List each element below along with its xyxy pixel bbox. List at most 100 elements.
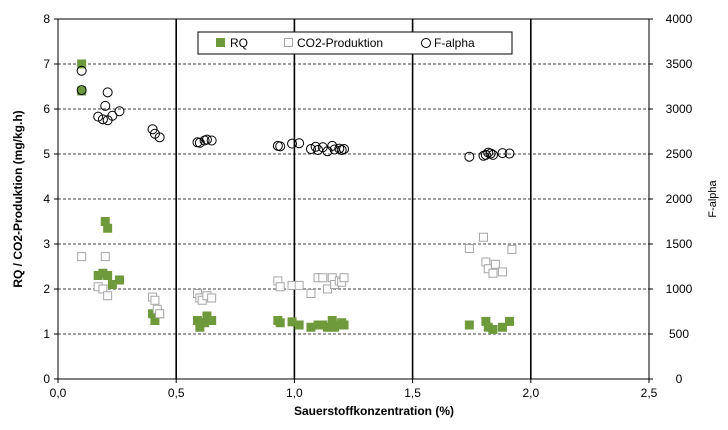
point-rq	[339, 320, 349, 330]
point-rq	[483, 322, 493, 332]
y-tick-label: 4	[43, 192, 50, 206]
point-rq	[294, 320, 304, 330]
point-rq	[306, 322, 316, 332]
left-y-axis-ticks: 0 1 2 3 4 5 6 7 8	[43, 12, 58, 386]
point-rq	[192, 316, 202, 325]
point-co2-produktion	[150, 295, 160, 305]
point-f-alpha	[313, 144, 324, 155]
y-tick-label: 5	[43, 147, 50, 161]
legend: RQ CO2-Produktion F-alpha	[197, 31, 513, 55]
point-rq	[322, 322, 332, 332]
point-f-alpha	[294, 138, 305, 149]
point-rq	[114, 275, 124, 285]
point-co2-produktion	[294, 280, 304, 290]
point-rq	[275, 318, 285, 328]
legend-label-rq: RQ	[230, 36, 248, 50]
point-f-alpha	[464, 151, 475, 162]
point-co2-produktion	[103, 291, 113, 301]
point-f-alpha	[107, 110, 118, 121]
y2-tick-label: 1000	[666, 282, 693, 296]
point-f-alpha	[194, 137, 205, 148]
x-axis-title: Sauerstoffkonzentration (%)	[294, 404, 454, 418]
point-co2-produktion	[207, 293, 217, 303]
point-f-alpha	[487, 149, 498, 160]
y-axis-title: RQ / CO2-Produktion (mg/kg.h)	[11, 110, 25, 287]
y2-tick-label: 3000	[666, 102, 693, 116]
legend-marker-falpha	[421, 38, 431, 48]
y2-tick-label: 2000	[666, 192, 693, 206]
point-f-alpha	[305, 144, 316, 155]
point-rq	[195, 322, 205, 332]
y2-tick-label: 4000	[666, 12, 693, 26]
point-co2-produktion	[306, 289, 316, 298]
point-f-alpha	[201, 134, 212, 145]
y2-tick-label: 3500	[666, 57, 693, 71]
y-tick-label: 3	[43, 237, 50, 251]
point-f-alpha	[287, 138, 298, 149]
point-f-alpha	[97, 114, 108, 125]
gridlines	[58, 63, 649, 335]
point-f-alpha	[504, 148, 515, 159]
legend-marker-co2	[284, 38, 293, 47]
point-rq	[481, 316, 491, 326]
point-f-alpha	[76, 65, 87, 76]
point-co2-produktion	[100, 252, 110, 262]
point-co2-produktion	[488, 268, 498, 278]
point-rq	[505, 316, 515, 326]
point-co2-produktion	[464, 244, 474, 253]
point-rq	[103, 223, 113, 233]
point-co2-produktion	[507, 244, 517, 254]
point-rq	[100, 217, 110, 226]
x-tick-label: 2,0	[522, 386, 539, 400]
point-rq	[287, 317, 297, 327]
point-f-alpha	[102, 87, 113, 98]
point-rq	[464, 320, 474, 330]
y-tick-label: 6	[43, 102, 50, 116]
y2-axis-title: F-alpha	[707, 179, 719, 217]
point-f-alpha	[310, 141, 321, 152]
x-tick-label: 0,5	[168, 386, 185, 400]
point-rq	[318, 320, 328, 330]
point-rq	[150, 316, 160, 325]
point-co2-produktion	[98, 284, 108, 294]
y-tick-label: 8	[43, 12, 50, 26]
y-tick-label: 7	[43, 57, 50, 71]
point-rq	[202, 311, 212, 321]
point-rq	[330, 322, 340, 332]
point-rq	[103, 271, 113, 280]
point-co2-produktion	[275, 282, 285, 292]
point-co2-produktion	[490, 259, 500, 269]
y2-tick-label: 2500	[666, 147, 693, 161]
point-rq	[327, 316, 337, 325]
point-f-alpha	[154, 132, 165, 143]
x-tick-label: 1,5	[404, 386, 421, 400]
point-co2-produktion	[155, 309, 165, 319]
y-tick-label: 1	[43, 327, 50, 341]
point-rq	[77, 59, 87, 69]
x-tick-label: 1,0	[286, 386, 303, 400]
point-rq	[93, 271, 103, 280]
point-co2-produktion	[497, 267, 507, 277]
point-f-alpha	[76, 85, 87, 96]
point-rq	[148, 309, 158, 319]
point-f-alpha	[497, 148, 508, 159]
point-f-alpha	[334, 143, 345, 154]
right-y-axis-ticks: 0 500 1000 1500 2000 2500 3000 3500 4000	[649, 12, 693, 386]
point-rq	[77, 86, 87, 96]
point-f-alpha	[339, 144, 350, 155]
point-co2-produktion	[479, 232, 489, 242]
point-rq	[98, 268, 108, 278]
point-f-alpha	[275, 141, 286, 152]
point-f-alpha	[206, 135, 217, 146]
point-co2-produktion	[318, 273, 328, 283]
point-f-alpha	[114, 106, 125, 117]
point-co2-produktion	[77, 252, 87, 262]
point-rq	[107, 280, 117, 289]
point-rq	[488, 325, 498, 334]
point-rq	[207, 316, 217, 325]
point-rq	[313, 320, 323, 330]
x-tick-label: 0,0	[50, 386, 67, 400]
legend-label-falpha: F-alpha	[434, 36, 475, 50]
point-rq	[200, 318, 210, 328]
